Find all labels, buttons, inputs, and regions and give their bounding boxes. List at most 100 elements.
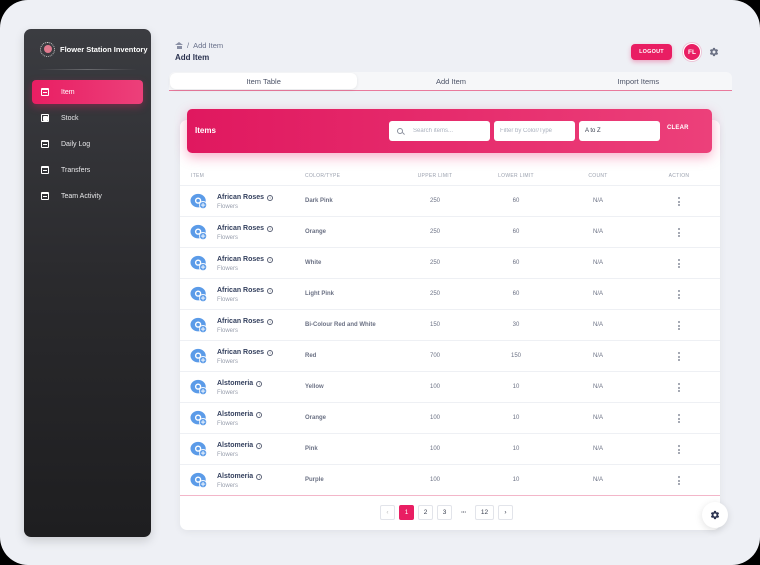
filter-field[interactable] (494, 121, 575, 141)
count: N/A (592, 353, 604, 359)
count: N/A (592, 384, 604, 390)
color-type: Orange (305, 229, 327, 235)
search-field[interactable] (389, 121, 490, 141)
item-category: Flowers (217, 204, 239, 210)
more-actions-icon[interactable] (676, 258, 682, 269)
table-row[interactable]: African Roses i Flowers Red 700 150 N/A (180, 341, 720, 372)
table-row[interactable]: African Roses i Flowers Dark Pink 250 60… (180, 186, 720, 217)
table-row[interactable]: African Roses i Flowers Bi-Colour Red an… (180, 310, 720, 341)
upper-limit: 250 (429, 260, 441, 266)
info-icon[interactable]: i (267, 225, 274, 232)
sidebar-item-stock[interactable]: Stock (32, 106, 143, 130)
info-icon[interactable]: i (267, 349, 274, 356)
item-name: African Roses i (217, 225, 274, 232)
tab-bar: Item Table Add Item Import Items (169, 72, 732, 91)
info-icon[interactable]: i (256, 473, 263, 480)
avatar[interactable]: FL (683, 43, 701, 61)
lower-limit: 30 (512, 322, 520, 328)
info-icon[interactable]: i (267, 318, 274, 325)
more-actions-icon[interactable] (676, 196, 682, 207)
sidebar-item-daily-log[interactable]: Daily Log (32, 132, 143, 156)
sort-select[interactable]: A to Z (579, 121, 660, 141)
settings-fab-button[interactable] (702, 502, 728, 528)
more-actions-icon[interactable] (676, 475, 682, 486)
table-row[interactable]: Alstomeria i Flowers Orange 100 10 N/A (180, 403, 720, 434)
page-1-button[interactable]: 1 (399, 505, 414, 520)
table-row[interactable]: Alstomeria i Flowers Purple 100 10 N/A (180, 465, 720, 496)
gear-icon[interactable] (709, 47, 719, 57)
item-add-icon (190, 472, 208, 489)
page-2-button[interactable]: 2 (418, 505, 433, 520)
info-icon[interactable]: i (256, 380, 263, 387)
column-header-action: ACTION (668, 173, 690, 179)
info-icon[interactable]: i (256, 442, 263, 449)
info-icon[interactable]: i (267, 194, 274, 201)
item-name: African Roses i (217, 349, 274, 356)
tab-import-items[interactable]: Import Items (617, 76, 660, 86)
item-category: Flowers (217, 483, 239, 489)
more-actions-icon[interactable] (676, 382, 682, 393)
item-add-icon (190, 379, 208, 396)
table-row[interactable]: Alstomeria i Flowers Pink 100 10 N/A (180, 434, 720, 465)
home-icon[interactable] (175, 42, 183, 49)
pagination: ‹ 1 2 3 ··· 12 › (380, 505, 513, 520)
sidebar-item-transfers[interactable]: Transfers (32, 158, 143, 182)
count: N/A (592, 415, 604, 421)
item-name: Alstomeria i (217, 473, 263, 480)
more-actions-icon[interactable] (676, 351, 682, 362)
page-3-button[interactable]: 3 (437, 505, 452, 520)
tab-item-table[interactable]: Item Table (170, 73, 358, 89)
upper-limit: 250 (429, 229, 441, 235)
breadcrumb-current: Add Item (193, 41, 224, 50)
item-add-icon (190, 348, 208, 365)
column-header-color: COLOR/TYPE (305, 173, 341, 179)
upper-limit: 100 (429, 446, 441, 452)
clear-button[interactable]: CLEAR (667, 125, 689, 131)
more-actions-icon[interactable] (676, 320, 682, 331)
info-icon[interactable]: i (256, 411, 263, 418)
brand-name: Flower Station Inventory (60, 44, 148, 54)
upper-limit: 250 (429, 198, 441, 204)
lower-limit: 60 (512, 291, 520, 297)
sidebar-item-team-activity[interactable]: Team Activity (32, 184, 143, 208)
brand[interactable]: Flower Station Inventory (24, 29, 151, 69)
page-12-button[interactable]: 12 (475, 505, 494, 520)
more-actions-icon[interactable] (676, 444, 682, 455)
lower-limit: 10 (512, 446, 520, 452)
count: N/A (592, 291, 604, 297)
item-add-icon (190, 317, 208, 334)
table-row[interactable]: African Roses i Flowers Orange 250 60 N/… (180, 217, 720, 248)
item-category: Flowers (217, 328, 239, 334)
search-icon (397, 128, 403, 134)
calendar-icon (41, 192, 49, 200)
logout-button[interactable]: LOGOUT (631, 44, 672, 60)
calendar-icon (41, 88, 49, 96)
table-row[interactable]: Alstomeria i Flowers Yellow 100 10 N/A (180, 372, 720, 403)
filter-input[interactable] (500, 128, 575, 134)
color-type: Orange (305, 415, 327, 421)
item-name: African Roses i (217, 256, 274, 263)
lower-limit: 60 (512, 229, 520, 235)
sidebar-item-label: Daily Log (61, 140, 91, 148)
table-row[interactable]: African Roses i Flowers Light Pink 250 6… (180, 279, 720, 310)
color-type: Dark Pink (305, 198, 333, 204)
column-header-lower-limit: LOWER LIMIT (498, 173, 534, 179)
color-type: Pink (305, 446, 318, 452)
info-icon[interactable]: i (267, 256, 274, 263)
next-page-button[interactable]: › (498, 505, 513, 520)
item-add-icon (190, 224, 208, 241)
prev-page-button[interactable]: ‹ (380, 505, 395, 520)
search-input[interactable] (413, 128, 490, 134)
more-actions-icon[interactable] (676, 227, 682, 238)
tab-add-item[interactable]: Add Item (435, 76, 466, 86)
item-category: Flowers (217, 297, 239, 303)
count: N/A (592, 477, 604, 483)
more-actions-icon[interactable] (676, 289, 682, 300)
info-icon[interactable]: i (267, 287, 274, 294)
table-row[interactable]: African Roses i Flowers White 250 60 N/A (180, 248, 720, 279)
more-actions-icon[interactable] (676, 413, 682, 424)
sidebar-item-item[interactable]: Item (32, 80, 143, 104)
item-add-icon (190, 286, 208, 303)
color-type: Purple (305, 477, 324, 483)
